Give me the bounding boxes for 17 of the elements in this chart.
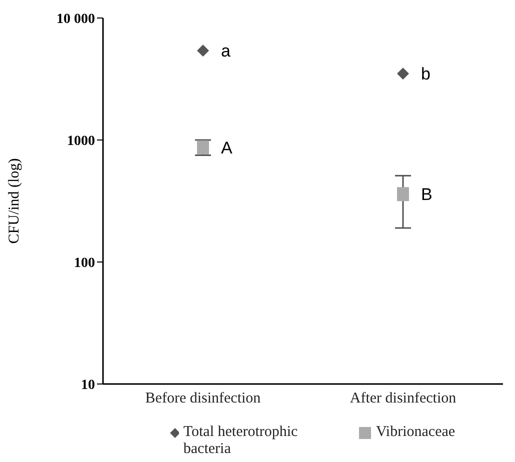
y-tick-label: 10	[81, 378, 95, 393]
x-tick-label: Before disinfection	[145, 390, 262, 407]
legend-label: Vibrionaceae	[376, 424, 456, 442]
y-axis-title: CFU/ind (log)	[6, 158, 22, 244]
legend-label: Total heterotrophic bacteria	[183, 424, 299, 458]
x-tick-label: After disinfection	[350, 390, 457, 407]
point	[397, 187, 409, 202]
annotation: B	[421, 185, 432, 204]
annotation: A	[221, 138, 233, 158]
annotation: a	[221, 42, 231, 61]
y-tick-label: 10 000	[56, 12, 95, 27]
annotation: b	[421, 64, 430, 84]
point	[197, 44, 209, 57]
y-tick-label: 100	[74, 256, 95, 271]
point	[397, 68, 409, 80]
y-tick-label: 1000	[67, 134, 95, 149]
point	[197, 140, 209, 154]
